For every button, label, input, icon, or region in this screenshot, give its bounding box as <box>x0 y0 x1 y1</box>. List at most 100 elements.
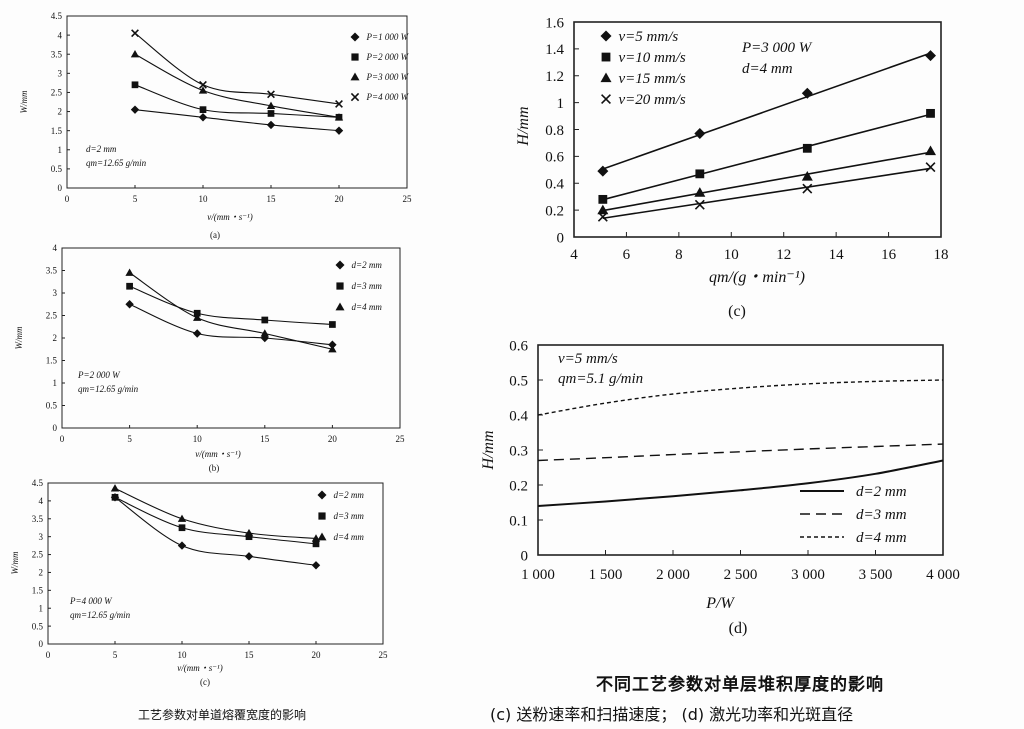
trend-curve <box>129 285 333 326</box>
chart-annotation: qm=12.65 g/min <box>86 158 147 168</box>
data-point-stroke <box>925 162 936 173</box>
data-point <box>130 105 140 114</box>
series-line <box>537 379 944 416</box>
legend-label: d=3 mm <box>856 507 907 523</box>
legend-label: P=3 000 W <box>366 72 410 82</box>
trend-line <box>602 167 931 220</box>
data-point <box>198 86 208 94</box>
x-tick-label: 5 <box>133 194 138 204</box>
left-figure-caption: 工艺参数对单道熔覆宽度的影响 <box>138 708 307 722</box>
x-tick-label: 20 <box>335 194 345 204</box>
chart-annotation: P=2 000 W <box>77 370 121 380</box>
data-point <box>311 561 321 570</box>
trend-line <box>602 151 931 212</box>
data-point <box>177 514 187 522</box>
data-point <box>193 309 201 317</box>
data-point <box>694 199 705 210</box>
data-point <box>177 541 187 550</box>
y-tick-label: 1 <box>557 96 565 112</box>
y-tick-label: 3.5 <box>51 49 63 59</box>
x-tick-label: 25 <box>396 434 406 444</box>
legend-marker <box>350 92 360 102</box>
legend-marker <box>335 302 345 311</box>
data-point <box>178 524 186 532</box>
series-p-2-000-w: P=2 000 W <box>131 52 410 121</box>
trend-line <box>602 113 931 201</box>
y-tick-label: 4.5 <box>51 11 63 21</box>
x-axis-label: P/W <box>705 595 735 612</box>
chart-d: 1 000 1 500 2 000 2 500 3 000 3 500 4 000 0 0.1 0… <box>480 338 960 637</box>
data-point <box>802 183 813 194</box>
x-tick-label: 3 000 <box>791 567 825 583</box>
chart-annotation: qm=5.1 g/min <box>558 371 643 387</box>
x-tick-label: 4 000 <box>926 567 960 583</box>
y-tick-label: 2 <box>39 568 44 578</box>
chart-c_right: 4 6 8 10 12 14 16 18 0 0.2 0.4 0.6 0.8 1 1.2 1.4 1.6 H/mm… <box>515 15 949 320</box>
legend-label: v=20 mm/s <box>619 92 686 108</box>
panel-label: (a) <box>210 230 220 240</box>
data-point <box>267 110 275 117</box>
y-tick-label: 1.5 <box>51 126 63 136</box>
legend-marker <box>600 72 612 83</box>
y-axis-label: W/mm <box>19 90 29 113</box>
right-figure-subtitle: (c) 送粉速率和扫描速度； (d) 激光功率和光斑直径 <box>490 705 854 724</box>
data-point <box>328 345 337 353</box>
x-axis-label: qm/(g・min⁻¹) <box>709 269 805 286</box>
x-axis-label: v/(mm・s⁻¹) <box>207 212 252 222</box>
y-tick-label: 4 <box>58 30 63 40</box>
y-tick-label: 0.6 <box>545 150 564 166</box>
y-tick-label: 0.2 <box>545 203 564 219</box>
y-axis-label: H/mm <box>480 430 497 470</box>
chart-annotation: qm=12.65 g/min <box>70 610 131 620</box>
chart-annotation: P=3 000 W <box>741 40 813 56</box>
data-point <box>110 484 120 492</box>
trend-curve <box>134 53 340 118</box>
chart-c_left: 0 5 10 15 20 25 0 0.5 1 1.5 2 2.5 3 3.5 4 4.5 W/mm v/(mm・… <box>10 478 388 687</box>
legend-marker-stroke <box>350 92 360 102</box>
chart-annotation: qm=12.65 g/min <box>78 384 139 394</box>
chart-annotation: v=5 mm/s <box>558 351 618 367</box>
data-point <box>126 282 133 290</box>
legend-label: d=2 mm <box>352 260 383 270</box>
y-tick-label: 1.4 <box>545 42 564 58</box>
trend-line <box>602 52 931 170</box>
legend-label: d=3 mm <box>352 281 383 291</box>
x-tick-label: 10 <box>724 247 739 263</box>
data-point-stroke <box>131 29 139 38</box>
data-point <box>244 552 254 561</box>
y-tick-label: 0.6 <box>509 338 528 354</box>
data-point <box>244 528 254 537</box>
y-tick-label: 0.5 <box>51 164 63 174</box>
y-tick-label: 0.3 <box>509 443 528 459</box>
x-axis-label: v/(mm・s⁻¹) <box>177 663 222 673</box>
legend-marker <box>601 94 611 105</box>
x-tick-label: 15 <box>245 650 255 660</box>
panel-label: (b) <box>209 463 220 473</box>
data-point <box>266 101 276 109</box>
data-point <box>695 169 705 179</box>
data-point <box>335 99 343 108</box>
data-point <box>334 126 344 135</box>
y-tick-label: 1 <box>53 378 58 388</box>
series-d-3-mm: d=3 mm <box>126 281 382 328</box>
data-point <box>193 329 202 338</box>
x-tick-label: 10 <box>178 650 188 660</box>
data-point <box>802 143 812 153</box>
series-d-3-mm: d=3 mm <box>537 443 944 523</box>
y-tick-label: 1 <box>39 603 44 613</box>
data-point <box>130 50 140 58</box>
y-tick-label: 3.5 <box>32 514 44 524</box>
series-d-4-mm: d=4 mm <box>125 268 382 353</box>
trend-curve <box>114 496 317 545</box>
y-tick-label: 0 <box>557 230 565 246</box>
series-p-4-000-w: P=4 000 W <box>131 29 410 108</box>
data-point <box>125 300 134 309</box>
x-tick-label: 15 <box>267 194 277 204</box>
legend-label: d=3 mm <box>334 511 365 521</box>
y-tick-label: 3.5 <box>46 266 58 276</box>
x-tick-label: 20 <box>328 434 338 444</box>
y-tick-label: 2 <box>58 107 63 117</box>
right-figure-title: 不同工艺参数对单层堆积厚度的影响 <box>596 675 884 695</box>
chart-annotation: d=4 mm <box>742 61 793 77</box>
